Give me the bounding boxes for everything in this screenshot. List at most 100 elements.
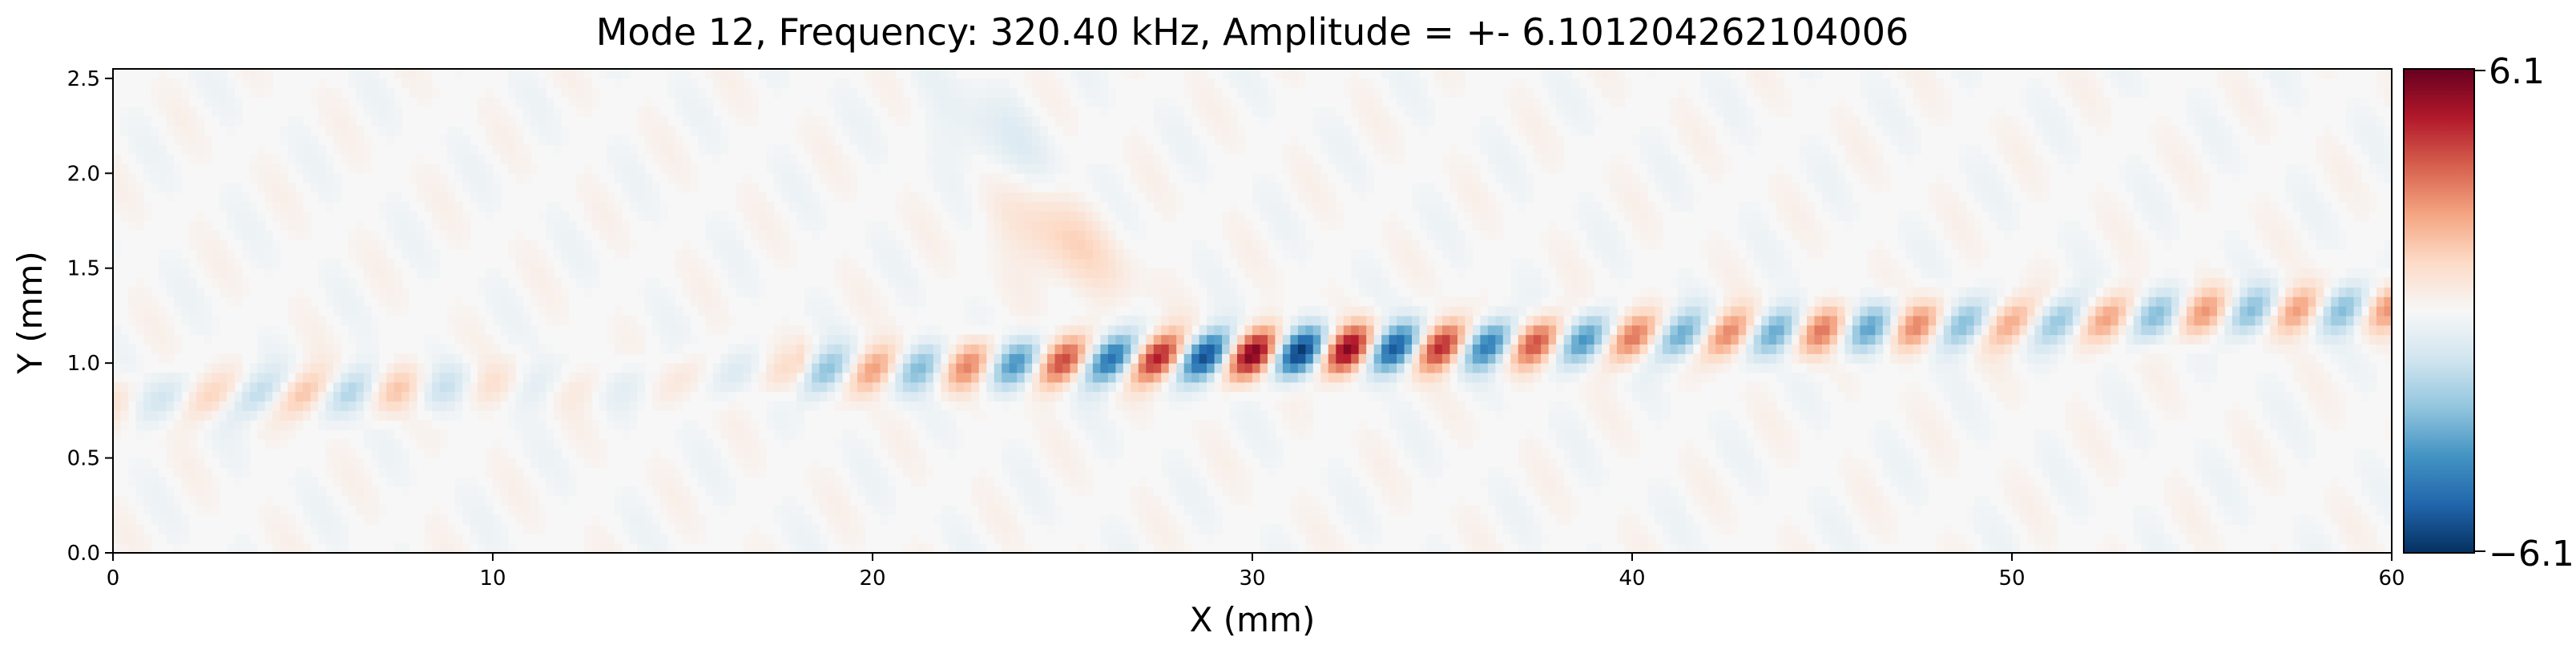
heatmap-cell (1054, 514, 1063, 525)
heatmap-cell (1039, 163, 1048, 174)
heatmap-cell (728, 69, 736, 79)
heatmap-cell (1085, 211, 1094, 221)
heatmap-cell (788, 201, 797, 212)
heatmap-cell (227, 126, 236, 136)
heatmap-cell (530, 438, 539, 449)
heatmap-cell (712, 381, 721, 393)
heatmap-cell (758, 69, 767, 70)
heatmap-cell (1032, 201, 1041, 212)
heatmap-cell (158, 420, 167, 430)
heatmap-cell (470, 524, 478, 534)
heatmap-cell (378, 249, 387, 260)
heatmap-cell (1237, 486, 1246, 497)
heatmap-cell (1237, 211, 1246, 221)
heatmap-cell (1131, 126, 1139, 136)
heatmap-cell (356, 334, 365, 345)
heatmap-cell (1275, 534, 1284, 544)
heatmap-cell (857, 438, 866, 449)
heatmap-cell (751, 220, 760, 231)
heatmap-cell (1078, 315, 1086, 326)
heatmap-cell (948, 78, 957, 89)
heatmap-cell (902, 97, 911, 107)
heatmap-cell (1168, 296, 1177, 307)
heatmap-cell (751, 534, 760, 544)
heatmap-cell (941, 505, 949, 516)
heatmap-cell (1153, 201, 1162, 212)
heatmap-cell (667, 334, 676, 345)
heatmap-cell (1252, 201, 1261, 212)
heatmap-cell (599, 438, 607, 449)
heatmap-cell (538, 381, 546, 393)
heatmap-cell (743, 534, 752, 544)
heatmap-cell (1047, 448, 1056, 459)
heatmap-cell (522, 315, 531, 326)
heatmap-cell (667, 163, 676, 174)
heatmap-cell (971, 410, 980, 421)
heatmap-cell (325, 154, 334, 164)
heatmap-cell (1229, 448, 1238, 459)
heatmap-cell (1070, 486, 1078, 497)
heatmap-cell (356, 505, 365, 516)
heatmap-cell (1100, 448, 1109, 459)
heatmap-cell (667, 467, 676, 478)
heatmap-cell (751, 192, 760, 203)
heatmap-cell (568, 467, 577, 478)
heatmap-cell (158, 381, 167, 393)
heatmap-cell (994, 495, 1002, 506)
heatmap-cell (629, 334, 638, 345)
heatmap-cell (781, 429, 790, 440)
heatmap-cell (219, 381, 228, 393)
heatmap-cell (242, 192, 251, 203)
heatmap-cell (781, 258, 790, 269)
heatmap-cell (712, 448, 721, 459)
heatmap-cell (1039, 410, 1048, 421)
heatmap-cell (561, 306, 570, 316)
heatmap-cell (941, 126, 949, 136)
heatmap-cell (1138, 315, 1147, 326)
heatmap-cell (363, 144, 372, 155)
heatmap-cell (1161, 334, 1170, 345)
heatmap-cell (1002, 183, 1010, 193)
heatmap-cell (1229, 410, 1238, 421)
heatmap-cell (659, 144, 668, 155)
heatmap-cell (849, 126, 858, 136)
heatmap-cell (1078, 277, 1086, 288)
heatmap-cell (264, 420, 273, 430)
heatmap-cell (1328, 116, 1336, 127)
heatmap-cell (1275, 230, 1284, 240)
heatmap-cell (257, 87, 266, 99)
heatmap-cell (1009, 107, 1018, 117)
heatmap-cell (151, 334, 159, 345)
heatmap-cell (1078, 391, 1086, 402)
heatmap-cell (1138, 154, 1147, 164)
heatmap-cell (910, 306, 919, 316)
heatmap-cell (227, 467, 236, 478)
heatmap-cell (1100, 183, 1109, 193)
heatmap-cell (386, 116, 395, 127)
heatmap-cell (607, 69, 615, 70)
heatmap-cell (280, 344, 288, 354)
heatmap-cell (1009, 116, 1018, 127)
heatmap-cell (880, 381, 889, 393)
heatmap-cell (888, 258, 897, 269)
heatmap-cell (591, 97, 600, 107)
heatmap-cell (227, 438, 236, 449)
heatmap-cell (113, 192, 122, 203)
heatmap-cell (401, 458, 410, 468)
heatmap-cell (751, 230, 760, 240)
heatmap-cell (690, 249, 699, 260)
heatmap-cell (432, 514, 441, 525)
heatmap-cell (325, 438, 334, 449)
heatmap-cell (1161, 173, 1170, 183)
heatmap-cell (143, 154, 151, 164)
heatmap-cell (356, 363, 365, 373)
heatmap-cell (546, 211, 554, 221)
heatmap-cell (303, 344, 312, 354)
heatmap-cell (873, 373, 881, 383)
heatmap-cell (1268, 87, 1276, 99)
heatmap-cell (493, 363, 502, 373)
heatmap-cell (1282, 344, 1291, 354)
heatmap-cell (925, 373, 934, 383)
heatmap-cell (522, 107, 531, 117)
heatmap-cell (637, 334, 646, 345)
